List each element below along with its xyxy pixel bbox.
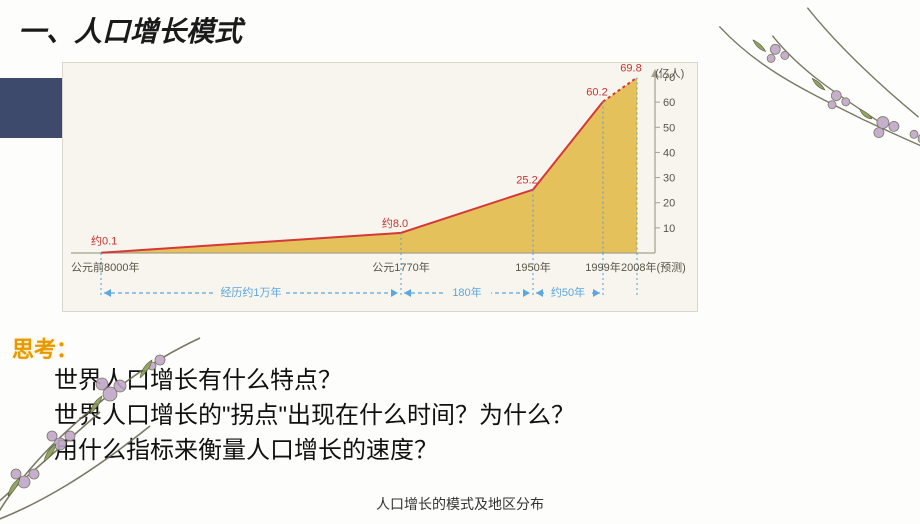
svg-text:69.8: 69.8	[620, 63, 641, 75]
question-block: 思考： 世界人口增长有什么特点？ 世界人口增长的"拐点"出现在什么时间？为什么？…	[12, 332, 575, 468]
svg-text:1950年: 1950年	[515, 260, 550, 274]
svg-text:经历约1万年: 经历约1万年	[220, 285, 281, 299]
svg-text:公元1770年: 公元1770年	[372, 260, 429, 274]
svg-text:10: 10	[663, 223, 675, 235]
question-2: 世界人口增长的"拐点"出现在什么时间？为什么？	[54, 399, 575, 434]
svg-text:180年: 180年	[452, 285, 481, 299]
svg-text:1999年: 1999年	[585, 260, 620, 274]
svg-text:40: 40	[663, 147, 675, 159]
svg-text:2008年(预测): 2008年(预测)	[621, 260, 686, 274]
svg-text:50: 50	[663, 122, 675, 134]
svg-text:20: 20	[663, 198, 675, 210]
svg-text:25.2: 25.2	[516, 175, 537, 187]
svg-text:公元前8000年: 公元前8000年	[71, 260, 139, 274]
section-title: 一、人口增长模式	[0, 0, 920, 54]
population-growth-chart: 10203040506070(亿人)约0.1公元前8000年约8.0公元1770…	[62, 62, 698, 312]
svg-text:约50年: 约50年	[551, 285, 585, 299]
svg-text:(亿人): (亿人)	[655, 67, 684, 80]
svg-text:60.2: 60.2	[586, 87, 607, 99]
svg-text:约8.0: 约8.0	[382, 217, 408, 230]
question-1: 世界人口增长有什么特点？	[54, 364, 575, 399]
question-3: 用什么指标来衡量人口增长的速度？	[54, 434, 575, 469]
svg-text:30: 30	[663, 173, 675, 185]
slide-footer: 人口增长的模式及地区分布	[0, 494, 920, 514]
svg-text:60: 60	[663, 97, 675, 109]
think-label: 思考：	[12, 332, 575, 364]
svg-text:约0.1: 约0.1	[91, 235, 117, 248]
